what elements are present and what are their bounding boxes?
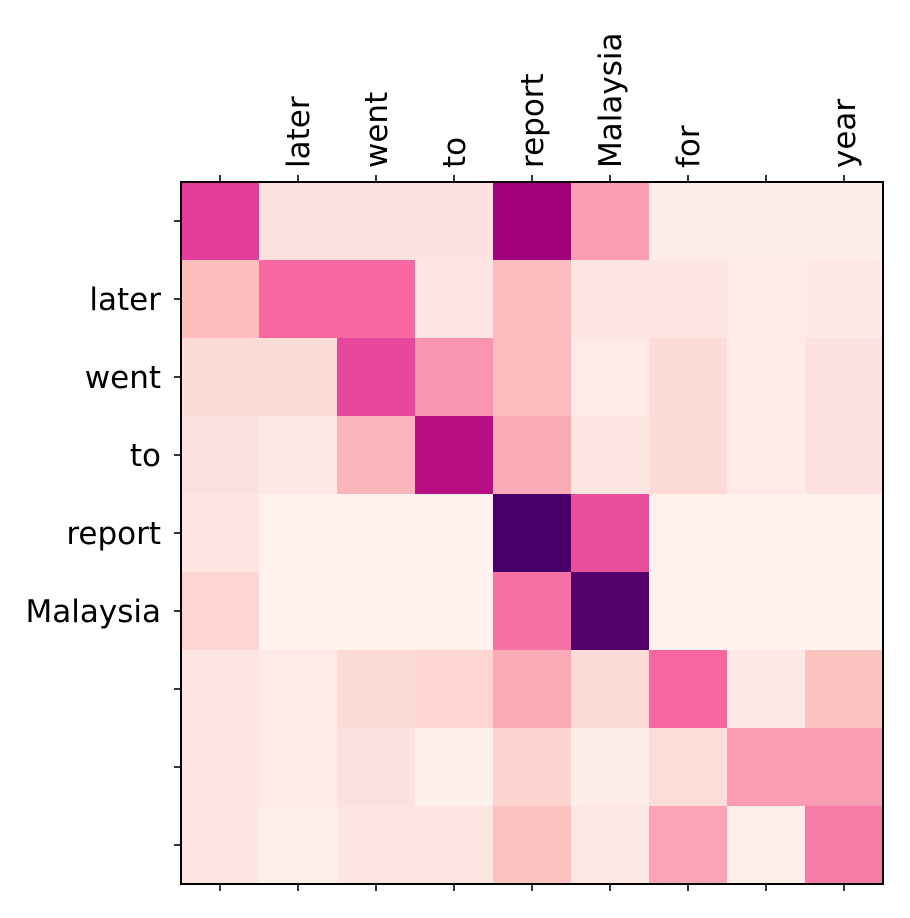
heatmap-cell-r2-c6: [649, 338, 728, 417]
heatmap-cell-r5-c5: [571, 572, 650, 651]
heatmap-cell-r0-c4: [493, 182, 572, 261]
heatmap-cell-r2-c7: [727, 338, 806, 417]
heatmap-cell-r6-c3: [415, 650, 494, 729]
heatmap-cell-r7-c1: [259, 728, 338, 807]
y-axis-labels: later went to report Malaysia: [26, 282, 162, 630]
heatmap-cell-r3-c8: [805, 416, 884, 495]
heatmap-cell-r4-c3: [415, 494, 494, 573]
heatmap-cell-r5-c4: [493, 572, 572, 651]
heatmap-cell-r8-c8: [805, 806, 884, 885]
heatmap-cell-r6-c5: [571, 650, 650, 729]
x-tick-label-4: report: [515, 73, 551, 168]
heatmap-cell-r2-c3: [415, 338, 494, 417]
heatmap-cell-r8-c0: [181, 806, 260, 885]
heatmap-cell-r8-c4: [493, 806, 572, 885]
heatmap-cell-r6-c2: [337, 650, 416, 729]
heatmap-cell-r7-c2: [337, 728, 416, 807]
heatmap-cell-r3-c7: [727, 416, 806, 495]
x-tick-label-5: Malaysia: [593, 33, 629, 168]
heatmap-cell-r0-c3: [415, 182, 494, 261]
heatmap-cell-r4-c1: [259, 494, 338, 573]
heatmap-cell-r4-c8: [805, 494, 884, 573]
heatmap-cell-r5-c8: [805, 572, 884, 651]
heatmap-cell-r0-c6: [649, 182, 728, 261]
y-axis-ticks: [174, 220, 181, 846]
heatmap-cell-r0-c2: [337, 182, 416, 261]
heatmap-cell-r5-c0: [181, 572, 260, 651]
heatmap-cell-r4-c4: [493, 494, 572, 573]
heatmap-cell-r0-c8: [805, 182, 884, 261]
x-tick-label-2: went: [359, 92, 395, 168]
heatmap-cell-r7-c8: [805, 728, 884, 807]
heatmap-cell-r8-c3: [415, 806, 494, 885]
heatmap-cell-r0-c5: [571, 182, 650, 261]
heatmap-cell-r7-c5: [571, 728, 650, 807]
x-axis-ticks: [219, 175, 845, 891]
heatmap-cell-r1-c0: [181, 260, 260, 339]
heatmap-cell-r1-c5: [571, 260, 650, 339]
heatmap-cell-r1-c2: [337, 260, 416, 339]
heatmap-cell-r8-c5: [571, 806, 650, 885]
heatmap-cell-r0-c1: [259, 182, 338, 261]
heatmap-cells: [181, 182, 884, 885]
heatmap-cell-r8-c1: [259, 806, 338, 885]
heatmap-cell-r6-c7: [727, 650, 806, 729]
heatmap-cell-r5-c2: [337, 572, 416, 651]
y-tick-label-5: Malaysia: [26, 594, 161, 630]
y-tick-label-1: later: [89, 282, 161, 318]
heatmap-cell-r4-c6: [649, 494, 728, 573]
x-tick-label-6: for: [671, 125, 707, 168]
heatmap-cell-r7-c7: [727, 728, 806, 807]
heatmap-cell-r1-c7: [727, 260, 806, 339]
y-tick-label-4: report: [66, 516, 161, 552]
heatmap-cell-r2-c1: [259, 338, 338, 417]
heatmap-cell-r1-c1: [259, 260, 338, 339]
heatmap-cell-r1-c6: [649, 260, 728, 339]
x-tick-label-3: to: [437, 137, 473, 168]
heatmap-cell-r6-c1: [259, 650, 338, 729]
heatmap-cell-r2-c8: [805, 338, 884, 417]
heatmap-cell-r0-c0: [181, 182, 260, 261]
heatmap-cell-r3-c5: [571, 416, 650, 495]
heatmap-cell-r1-c8: [805, 260, 884, 339]
heatmap-cell-r4-c7: [727, 494, 806, 573]
heatmap-cell-r6-c6: [649, 650, 728, 729]
y-tick-label-3: to: [130, 438, 161, 474]
heatmap-cell-r4-c2: [337, 494, 416, 573]
x-tick-label-1: later: [281, 96, 317, 168]
heatmap-cell-r3-c6: [649, 416, 728, 495]
heatmap-cell-r8-c6: [649, 806, 728, 885]
heatmap-cell-r8-c7: [727, 806, 806, 885]
heatmap-cell-r3-c1: [259, 416, 338, 495]
heatmap-cell-r2-c0: [181, 338, 260, 417]
x-tick-label-8: year: [827, 99, 863, 168]
heatmap-cell-r7-c6: [649, 728, 728, 807]
heatmap-cell-r5-c1: [259, 572, 338, 651]
heatmap-cell-r3-c2: [337, 416, 416, 495]
x-axis-labels: later went to report Malaysia for year: [281, 33, 863, 168]
heatmap-cell-r5-c7: [727, 572, 806, 651]
heatmap-cell-r3-c4: [493, 416, 572, 495]
heatmap-cell-r4-c0: [181, 494, 260, 573]
heatmap-cell-r2-c4: [493, 338, 572, 417]
y-tick-label-2: went: [85, 360, 161, 396]
heatmap-cell-r1-c3: [415, 260, 494, 339]
heatmap-cell-r3-c0: [181, 416, 260, 495]
heatmap-cell-r4-c5: [571, 494, 650, 573]
heatmap-cell-r7-c0: [181, 728, 260, 807]
heatmap-cell-r3-c3: [415, 416, 494, 495]
heatmap-cell-r1-c4: [493, 260, 572, 339]
heatmap-cell-r6-c0: [181, 650, 260, 729]
heatmap-cell-r7-c4: [493, 728, 572, 807]
heatmap-cell-r8-c2: [337, 806, 416, 885]
heatmap-cell-r5-c6: [649, 572, 728, 651]
heatmap-cell-r2-c2: [337, 338, 416, 417]
heatmap-cell-r7-c3: [415, 728, 494, 807]
heatmap-cell-r5-c3: [415, 572, 494, 651]
heatmap-cell-r6-c4: [493, 650, 572, 729]
heatmap-cell-r0-c7: [727, 182, 806, 261]
heatmap-cell-r6-c8: [805, 650, 884, 729]
heatmap-cell-r2-c5: [571, 338, 650, 417]
